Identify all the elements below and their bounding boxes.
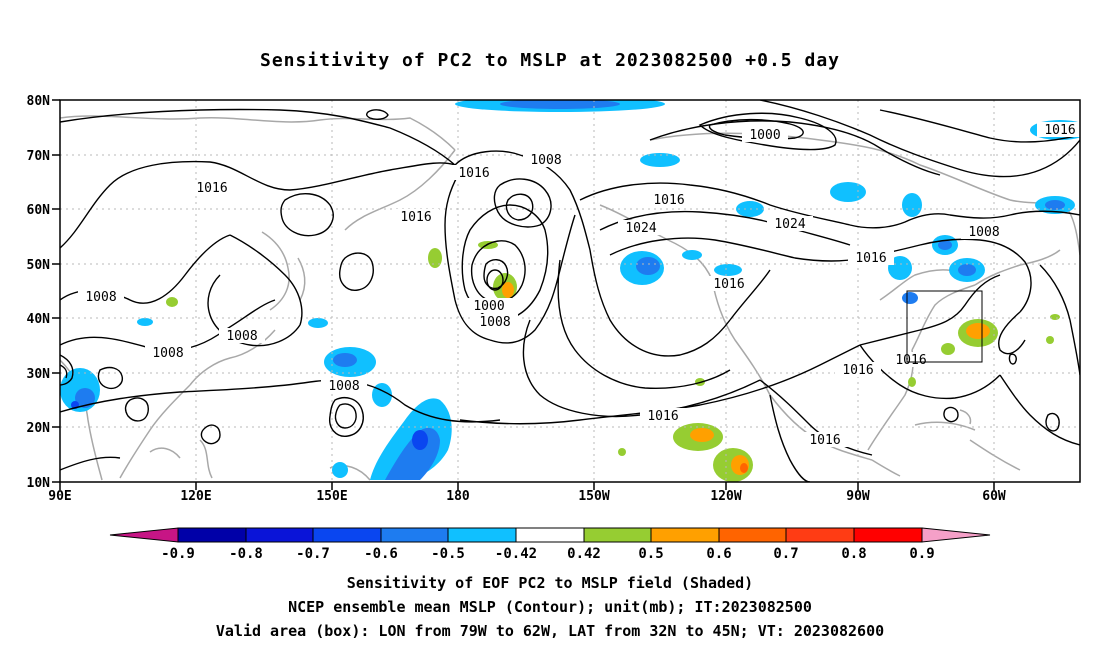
colorbar-cell [718,527,787,543]
lon-tick-label: 180 [446,489,470,504]
sensitivity-shading [60,100,1080,482]
lat-tick-label: 70N [27,149,51,164]
colorbar-cell [380,527,449,543]
caption-shading: Sensitivity of EOF PC2 to MSLP field (Sh… [346,574,754,592]
colorbar-cell [447,527,517,543]
coastlines [60,115,1080,481]
lat-tick-label: 30N [27,367,51,382]
contour-label-1024: 1024 [774,217,805,232]
lat-tick-label: 40N [27,312,51,327]
contour-label-1008: 1008 [152,346,183,361]
colorbar-cell [312,527,382,543]
colorbar-label: -0.9 [161,546,195,562]
colorbar: -0.9 -0.8 -0.7 -0.6 -0.5 -0.42 0.42 0.5 … [109,527,991,562]
contour-label-1016: 1016 [653,193,684,208]
lon-tick-label: 120W [710,489,741,504]
contour-label-1016: 1016 [1044,123,1075,138]
contour-label-1008: 1008 [479,315,510,330]
contour-label-1016: 1016 [647,409,678,424]
colorbar-cell [921,527,991,543]
lon-tick-label: 150E [316,489,347,504]
plot-frame [52,99,1081,490]
colorbar-label: -0.42 [495,546,537,562]
lon-axis: 90E 120E 150E 180 150W 120W 90W 60W [48,489,1006,504]
contour-label-1016: 1016 [842,363,873,378]
contour-label-1016: 1016 [458,166,489,181]
contour-label-1008: 1008 [85,290,116,305]
graticule [60,100,1080,482]
colorbar-label: -0.5 [431,546,465,562]
lat-tick-label: 50N [27,258,51,273]
contour-label-1016: 1016 [809,433,840,448]
colorbar-cell [583,527,652,543]
lon-tick-label: 60W [982,489,1006,504]
colorbar-cell [650,527,720,543]
colorbar-label: -0.8 [229,546,263,562]
contour-label-1016: 1016 [196,181,227,196]
contour-label-1016: 1016 [713,277,744,292]
colorbar-label: 0.5 [638,546,663,562]
lat-axis: 80N 70N 60N 50N 40N 30N 20N 10N [27,94,51,491]
colorbar-cell [109,527,179,543]
contour-label-1008: 1008 [328,379,359,394]
colorbar-label: -0.7 [296,546,330,562]
contour-label-1000: 1000 [473,299,504,314]
colorbar-label: 0.6 [706,546,731,562]
lon-tick-label: 90W [846,489,870,504]
contour-label-1024: 1024 [625,221,656,236]
caption-contour: NCEP ensemble mean MSLP (Contour); unit(… [288,598,812,616]
lon-tick-label: 150W [578,489,609,504]
lat-tick-label: 20N [27,421,51,436]
colorbar-label: 0.7 [773,546,798,562]
map-title: Sensitivity of PC2 to MSLP at 2023082500… [259,50,840,71]
colorbar-label: 0.8 [841,546,866,562]
colorbar-cell [245,527,314,543]
lon-tick-label: 120E [180,489,211,504]
lat-tick-label: 10N [27,476,51,491]
mslp-contours [60,100,1080,482]
contour-label-1016: 1016 [895,353,926,368]
caption-valid-area: Valid area (box): LON from 79W to 62W, L… [215,622,885,640]
contour-label-1008: 1008 [530,153,561,168]
contour-label-1016: 1016 [855,251,886,266]
lat-tick-label: 80N [27,94,51,109]
colorbar-cell [853,527,923,543]
colorbar-label: -0.6 [364,546,398,562]
colorbar-cell [177,527,247,543]
valid-area-box [906,290,983,363]
colorbar-cell [515,527,585,543]
colorbar-label: 0.9 [909,546,934,562]
colorbar-cell [785,527,855,543]
lon-tick-label: 90E [48,489,71,504]
contour-label-1008: 1008 [968,225,999,240]
contour-label-1016: 1016 [400,210,431,225]
colorbar-label: 0.42 [567,546,601,562]
lat-tick-label: 60N [27,203,51,218]
contour-labels: 1016 1016 1016 1008 1016 1024 1000 1024 … [78,122,1083,448]
contour-label-1008: 1008 [226,329,257,344]
contour-label-1000: 1000 [749,128,780,143]
